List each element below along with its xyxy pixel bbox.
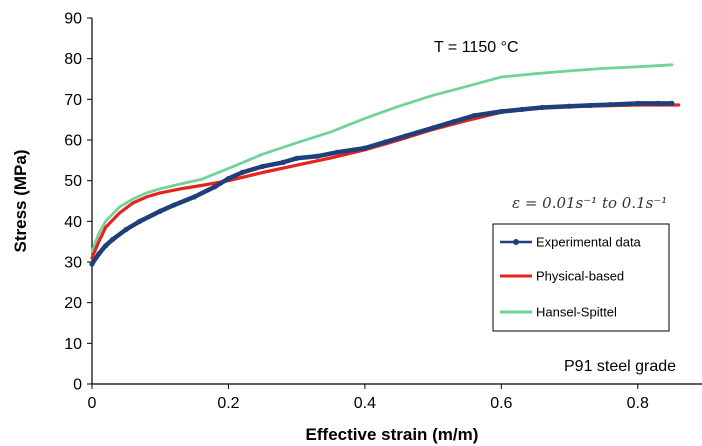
experimental-data-point bbox=[109, 237, 116, 243]
temperature-annotation: T = 1150 °C bbox=[434, 39, 519, 56]
experimental-data-point bbox=[587, 102, 593, 109]
x-tick-label: 0.8 bbox=[627, 395, 649, 412]
axes bbox=[91, 18, 702, 385]
experimental-data-point bbox=[89, 261, 95, 267]
legend-items: Experimental data Physical-based Hansel-Sp… bbox=[500, 235, 642, 320]
legend-label-hansel-spittel: Hansel-Spittel bbox=[536, 305, 617, 320]
experimental-data-point bbox=[294, 155, 300, 161]
strain-rate-annotation: ε = 0.01s⁻¹ to 0.1s⁻¹ bbox=[512, 194, 667, 212]
experimental-data-point bbox=[635, 100, 641, 106]
y-tick-label: 90 bbox=[64, 11, 82, 28]
y-tick-label: 20 bbox=[64, 295, 82, 312]
experimental-data-point bbox=[103, 243, 109, 249]
experimental-data-point bbox=[123, 226, 129, 233]
legend-label-physical-based: Physical-based bbox=[536, 269, 624, 284]
tick-marks-and-labels: 0 10 20 30 40 50 60 70 80 90 0 0.2 0.4 0.6 0.8 bbox=[64, 11, 649, 413]
x-tick-label: 0 bbox=[88, 395, 97, 412]
y-tick-label: 70 bbox=[64, 92, 82, 109]
y-tick-label: 10 bbox=[64, 336, 82, 353]
y-tick-label: 50 bbox=[64, 173, 82, 190]
hansel-spittel-line bbox=[90, 63, 674, 254]
y-tick-label: 0 bbox=[73, 377, 82, 394]
y-tick-label: 60 bbox=[64, 133, 82, 150]
experimental-data-point bbox=[225, 176, 232, 182]
experimental-data-point bbox=[314, 153, 320, 159]
experimental-data-point bbox=[655, 100, 661, 106]
experimental-data-point bbox=[519, 106, 525, 113]
y-tick-label: 30 bbox=[64, 255, 82, 272]
steel-grade-annotation: P91 steel grade bbox=[564, 358, 676, 375]
experimental-data-point bbox=[471, 113, 477, 119]
experimental-data-point bbox=[539, 104, 545, 111]
experimental-data-point bbox=[191, 194, 197, 200]
experimental-data-point bbox=[430, 125, 436, 131]
legend-label-experimental-data: Experimental data bbox=[536, 235, 642, 250]
y-tick-label: 80 bbox=[64, 51, 82, 68]
hansel-spittel-series bbox=[90, 63, 674, 254]
experimental-data-point bbox=[566, 103, 573, 109]
experimental-data-series bbox=[89, 100, 675, 267]
experimental-data-line bbox=[89, 101, 675, 267]
x-axis-title: Effective strain (m/m) bbox=[306, 425, 479, 444]
experimental-data-point bbox=[335, 149, 341, 155]
experimental-data-point bbox=[157, 208, 163, 214]
y-tick-label: 40 bbox=[64, 214, 82, 231]
experimental-data-point bbox=[239, 169, 245, 176]
x-tick-label: 0.4 bbox=[354, 395, 376, 412]
experimental-data-point bbox=[403, 133, 409, 139]
experimental-data-point bbox=[362, 145, 368, 151]
experimental-data-point bbox=[669, 100, 675, 106]
experimental-data-point bbox=[450, 119, 457, 125]
experimental-data-point bbox=[137, 218, 143, 224]
experimental-data-point bbox=[607, 102, 614, 108]
legend: Experimental data Physical-based Hansel-Sp… bbox=[492, 223, 670, 332]
experimental-data-point bbox=[212, 184, 218, 190]
x-tick-label: 0.2 bbox=[217, 395, 239, 412]
x-tick-label: 0.6 bbox=[490, 395, 512, 412]
legend-marker-experimental-data bbox=[513, 239, 519, 245]
data-series bbox=[89, 63, 681, 267]
experimental-data-point bbox=[498, 108, 504, 115]
y-axis-title: Stress (MPa) bbox=[11, 150, 30, 253]
experimental-data-point bbox=[280, 159, 286, 165]
experimental-data-point bbox=[96, 251, 102, 257]
experimental-data-point bbox=[259, 163, 266, 170]
experimental-data-point bbox=[382, 139, 388, 145]
experimental-data-point bbox=[171, 202, 177, 208]
